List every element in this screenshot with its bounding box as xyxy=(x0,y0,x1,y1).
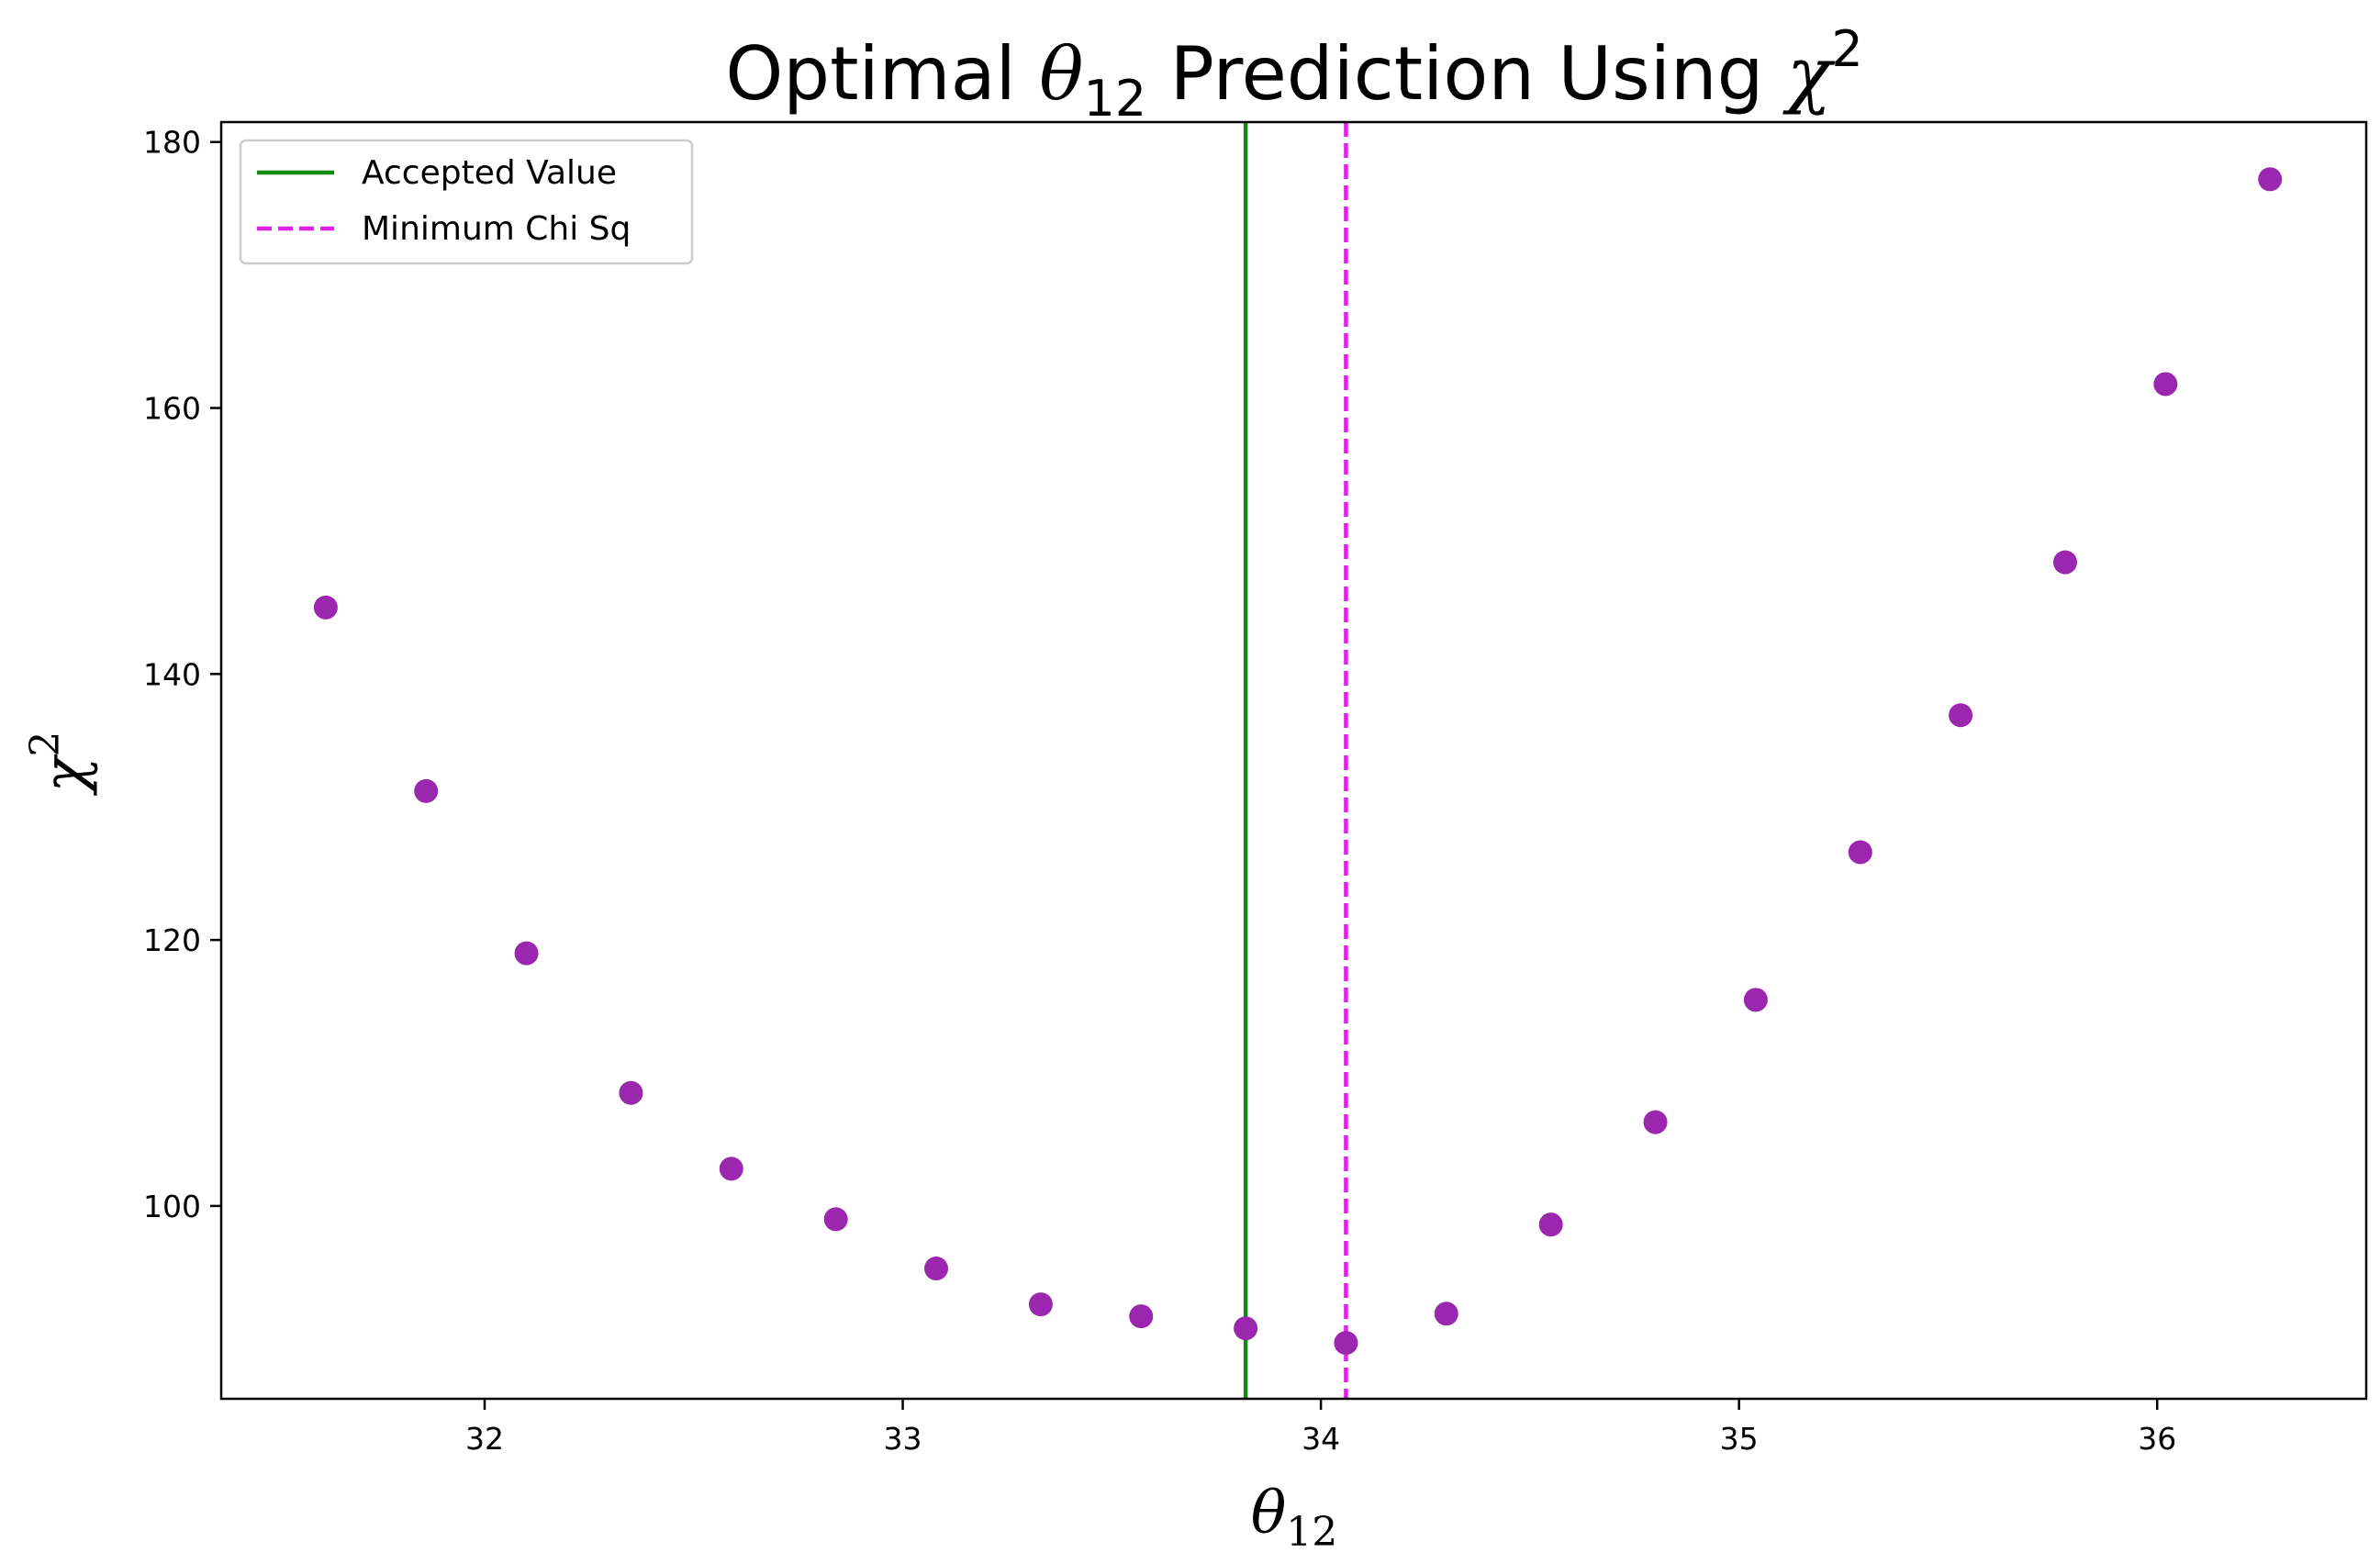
y-tick-label: 160 xyxy=(143,391,201,427)
data-point xyxy=(1643,1110,1668,1134)
legend-box xyxy=(239,139,694,265)
data-point xyxy=(924,1257,948,1281)
data-point xyxy=(2258,167,2283,192)
chart-title: Optimal θ12 Prediction Using χ2 xyxy=(725,20,1862,128)
data-point xyxy=(1538,1212,1563,1237)
y-tick-label: 140 xyxy=(143,656,201,692)
legend-label-accepted-value: Accepted Value xyxy=(362,154,617,192)
x-tick-label: 32 xyxy=(465,1421,504,1457)
x-tick-label: 33 xyxy=(884,1421,922,1457)
data-point xyxy=(514,941,539,966)
data-point xyxy=(414,778,439,803)
x-tick-label: 36 xyxy=(2138,1421,2176,1457)
plot-frame xyxy=(219,120,2368,1401)
x-axis-label: θ12 xyxy=(1251,1480,1338,1556)
data-point xyxy=(1434,1301,1458,1326)
data-point xyxy=(1129,1304,1154,1329)
y-tick-label: 180 xyxy=(143,125,201,161)
data-point xyxy=(1334,1331,1358,1356)
data-point xyxy=(1743,988,1768,1012)
data-point xyxy=(719,1156,743,1181)
data-point xyxy=(823,1207,848,1232)
y-axis-label: χ2 xyxy=(22,732,99,797)
data-points xyxy=(313,167,2283,1356)
legend-label-minimum-chi-sq: Minimum Chi Sq xyxy=(362,210,631,248)
data-point xyxy=(313,595,338,620)
x-axis-ticks: 32 33 34 35 36 xyxy=(465,1399,2176,1457)
data-point xyxy=(1848,840,1872,865)
legend: Accepted Value Minimum Chi Sq xyxy=(239,139,694,265)
data-point xyxy=(1949,703,1973,728)
x-tick-label: 35 xyxy=(1720,1421,1759,1457)
data-point xyxy=(1028,1292,1053,1317)
data-point xyxy=(619,1080,643,1105)
y-tick-label: 100 xyxy=(143,1189,201,1224)
data-point xyxy=(1234,1316,1258,1341)
x-tick-label: 34 xyxy=(1302,1421,1340,1457)
reference-lines xyxy=(1243,122,1348,1399)
y-tick-label: 120 xyxy=(143,922,201,958)
data-point xyxy=(2153,372,2178,397)
y-axis-ticks: 100 120 140 160 180 xyxy=(143,125,221,1224)
data-point xyxy=(2053,550,2077,575)
